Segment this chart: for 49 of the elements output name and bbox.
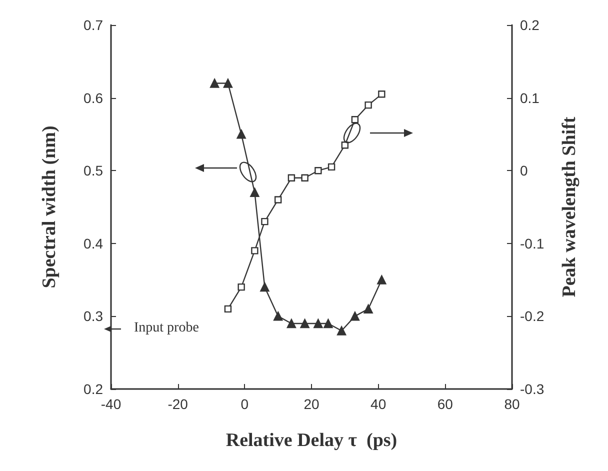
x-axis-title: Relative Delay τ (ps): [226, 430, 398, 451]
point: [364, 101, 372, 109]
point: [300, 318, 310, 328]
x-tick-label: 60: [437, 396, 454, 412]
point: [261, 218, 268, 226]
x-tick-label: -20: [168, 396, 188, 412]
point: [210, 78, 220, 88]
point: [324, 318, 333, 328]
point: [336, 326, 346, 336]
y-tick-label: 0.4: [84, 235, 104, 252]
y-tick-label: 0.2: [84, 381, 104, 397]
point: [288, 174, 296, 182]
y2-axis-title: Peak wavelength Shift: [559, 116, 580, 298]
y2-tick-label: -0.2: [520, 308, 544, 324]
point: [273, 312, 283, 321]
x-tick-label: 20: [304, 396, 320, 412]
point: [301, 174, 308, 182]
point: [364, 304, 373, 314]
y-tick-label: 0.7: [84, 17, 104, 33]
y2-tick-label: 0.2: [520, 17, 540, 33]
y2-tick-label: 0: [520, 162, 528, 179]
point: [286, 318, 296, 328]
point: [378, 90, 386, 98]
y2-tick-label: -0.3: [520, 381, 544, 397]
point: [236, 130, 246, 139]
point: [377, 275, 386, 284]
point: [250, 188, 260, 198]
y-tick-label: 0.6: [84, 90, 104, 106]
annotation: Input probe: [134, 320, 199, 336]
y-tick-label: 0.5: [84, 162, 104, 179]
x-tick-label: 40: [370, 396, 386, 412]
point: [351, 116, 359, 124]
y-tick-label: 0.3: [84, 308, 104, 324]
x-tick-label: -40: [100, 396, 122, 412]
point: [251, 247, 258, 254]
point: [314, 318, 323, 328]
point: [260, 282, 270, 292]
point: [314, 167, 322, 174]
point: [274, 196, 282, 204]
x-tick-label: 80: [504, 396, 520, 412]
y-axis-title: Spectral width (nm): [39, 126, 60, 288]
x-tick-label: 0: [240, 396, 249, 412]
point: [350, 312, 360, 321]
point: [328, 163, 336, 171]
point: [223, 78, 233, 88]
y2-tick-label: 0.1: [520, 90, 540, 106]
point: [238, 283, 245, 291]
y2-tick-label: -0.1: [520, 235, 544, 252]
point: [224, 305, 232, 313]
